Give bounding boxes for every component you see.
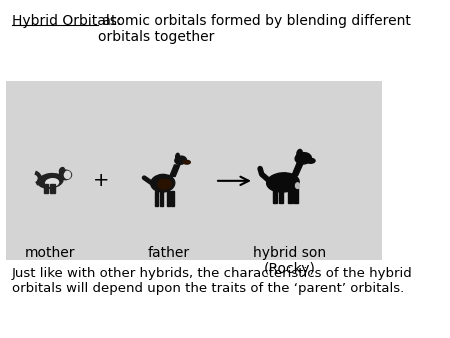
Bar (160, 191, 163, 206)
Polygon shape (170, 165, 180, 176)
Ellipse shape (38, 173, 63, 188)
Ellipse shape (64, 171, 71, 178)
Bar (50, 185, 55, 193)
Bar (44, 185, 48, 193)
Ellipse shape (267, 173, 299, 192)
Text: mother: mother (25, 246, 76, 260)
Bar (279, 189, 284, 203)
Ellipse shape (176, 153, 179, 159)
Text: +: + (93, 171, 109, 190)
Bar (273, 189, 277, 203)
Polygon shape (292, 163, 303, 176)
Text: father: father (148, 246, 189, 260)
Ellipse shape (296, 183, 300, 189)
Bar (293, 189, 298, 203)
Ellipse shape (151, 174, 175, 192)
Ellipse shape (295, 152, 311, 164)
Ellipse shape (306, 158, 315, 163)
Bar (155, 191, 158, 206)
Ellipse shape (183, 160, 190, 164)
Ellipse shape (158, 179, 171, 189)
Ellipse shape (175, 156, 186, 164)
Text: hybrid son
(Rocky): hybrid son (Rocky) (253, 246, 326, 276)
Bar (166, 191, 170, 206)
FancyBboxPatch shape (6, 81, 382, 260)
Ellipse shape (59, 168, 64, 174)
Text: Just like with other hybrids, the characteristics of the hybrid
orbitals will de: Just like with other hybrids, the charac… (12, 267, 412, 295)
Ellipse shape (45, 179, 58, 187)
Bar (171, 191, 174, 206)
Text: atomic orbitals formed by blending different
orbitals together: atomic orbitals formed by blending diffe… (98, 14, 410, 44)
Bar (288, 189, 292, 203)
Ellipse shape (297, 149, 302, 157)
Text: Hybrid Orbitals:: Hybrid Orbitals: (12, 14, 121, 27)
Ellipse shape (59, 170, 72, 179)
